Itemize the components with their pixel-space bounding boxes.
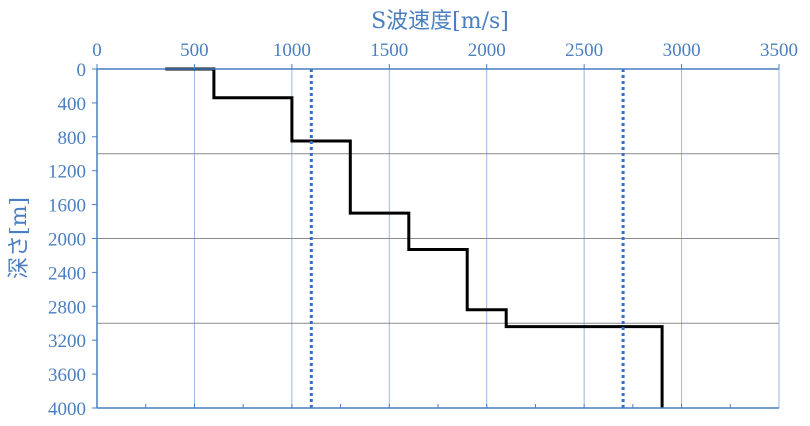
y-tick-label: 1600 bbox=[48, 196, 86, 217]
tick-labels: 0 500 1000 1500 2000 2500 3000 3500 0 400 800 1200 1… bbox=[48, 40, 798, 420]
y-tick-label: 1200 bbox=[48, 162, 86, 183]
y-tick-label: 0 bbox=[77, 60, 87, 81]
plot-frame bbox=[92, 64, 780, 409]
x-tick-label: 2500 bbox=[565, 40, 603, 61]
x-tick-label: 3500 bbox=[760, 40, 798, 61]
y-tick-label: 400 bbox=[58, 94, 87, 115]
x-tick-label: 0 bbox=[92, 40, 102, 61]
x-tick-label: 2000 bbox=[468, 40, 506, 61]
y-tick-label: 2800 bbox=[48, 297, 86, 318]
grid-lines bbox=[97, 69, 779, 408]
y-tick-label: 4000 bbox=[48, 399, 86, 420]
x-tick-label: 1000 bbox=[273, 40, 311, 61]
y-tick-label: 2000 bbox=[48, 230, 86, 251]
y-tick-label: 800 bbox=[58, 128, 87, 149]
velocity-profile-line bbox=[165, 67, 664, 408]
series-lines bbox=[165, 67, 664, 408]
x-tick-label: 3000 bbox=[663, 40, 701, 61]
x-tick-label: 500 bbox=[180, 40, 209, 61]
x-tick-label: 1500 bbox=[370, 40, 408, 61]
y-tick-label: 2400 bbox=[48, 263, 86, 284]
y-tick-label: 3600 bbox=[48, 365, 86, 386]
y-tick-label: 3200 bbox=[48, 331, 86, 352]
y-axis-title: 深さ[m] bbox=[7, 197, 32, 279]
x-axis-title: S波速度[m/s] bbox=[371, 9, 509, 34]
